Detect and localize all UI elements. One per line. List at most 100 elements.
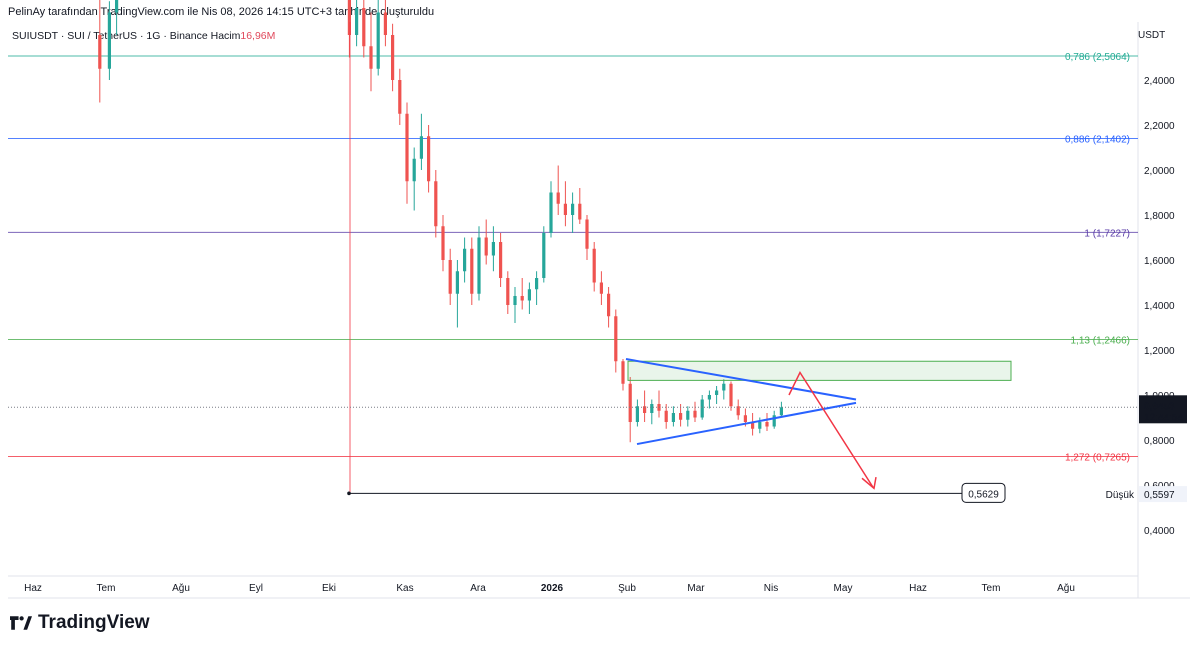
- candle-body: [563, 203, 567, 215]
- time-tick-label: Ara: [470, 583, 486, 594]
- candle: [664, 404, 668, 429]
- candle-body: [362, 8, 366, 47]
- time-tick-label: Haz: [909, 583, 927, 594]
- candle: [513, 287, 517, 323]
- candle: [398, 68, 402, 125]
- candle: [607, 287, 611, 328]
- candle: [355, 0, 359, 47]
- low-price-tag: [1139, 486, 1187, 503]
- candle: [506, 271, 510, 314]
- candle-body: [470, 248, 474, 294]
- time-tick-label: Ağu: [172, 583, 190, 594]
- time-tick-label: Eki: [322, 583, 336, 594]
- candle-body: [585, 219, 589, 249]
- time-tick-label: Nis: [764, 583, 778, 594]
- price-tick-label: 1,2000: [1144, 346, 1175, 357]
- candle: [391, 23, 395, 92]
- chart-created-note: PelinAy tarafından TradingView.com ile N…: [8, 6, 435, 18]
- candle-body: [556, 192, 560, 204]
- price-axis[interactable]: 2,4000 2,2000 2,0000 1,8000 1,6000 1,4000 1,20…: [1106, 76, 1187, 537]
- candle-body: [448, 260, 452, 294]
- candle-body: [722, 383, 726, 391]
- candle-body: [398, 80, 402, 114]
- candle-body: [484, 237, 488, 256]
- triangle-upper-trendline[interactable]: [625, 358, 857, 401]
- projection-arrow-head[interactable]: [861, 476, 877, 490]
- candle-body: [743, 415, 747, 422]
- time-tick-label: Tem: [982, 583, 1001, 594]
- candle: [412, 147, 416, 211]
- candle-body: [729, 383, 733, 407]
- candle-body: [607, 293, 611, 317]
- fib-level-label: 1 (1,7227): [1084, 228, 1130, 239]
- candle: [693, 401, 697, 422]
- resistance-zone[interactable]: [627, 360, 1012, 381]
- candle: [643, 390, 647, 422]
- tradingview-brand: TradingView: [38, 612, 150, 633]
- candle: [571, 192, 575, 233]
- candle-body: [679, 413, 683, 420]
- drawings[interactable]: 0,5629: [8, 22, 1138, 503]
- low-price-value: 0,5597: [1144, 490, 1175, 501]
- fibonacci-levels[interactable]: 0,786 (2,5064) 0,886 (2,1402) 1 (1,7227) 1,…: [8, 52, 1138, 464]
- candle: [107, 1, 111, 80]
- price-tick-label: 0,4000: [1144, 526, 1175, 537]
- candle: [779, 401, 783, 418]
- candle-body: [664, 410, 668, 422]
- fib-level-label: 1,13 (1,2466): [1071, 336, 1131, 347]
- candle-body: [542, 233, 546, 278]
- last-price-tag: [1139, 395, 1187, 424]
- candle-body: [599, 282, 603, 294]
- candle: [614, 309, 618, 373]
- candle-body: [765, 422, 769, 427]
- candle: [484, 219, 488, 265]
- candle-body: [419, 136, 423, 159]
- triangle-lower-trendline[interactable]: [636, 401, 857, 446]
- candle: [419, 113, 423, 170]
- candle-body: [715, 390, 719, 395]
- tradingview-logo-icon: [10, 616, 32, 630]
- candle: [772, 410, 776, 429]
- candle: [722, 379, 726, 400]
- price-tick-label: 0,8000: [1144, 436, 1175, 447]
- candle-body: [107, 12, 111, 69]
- candle-body: [405, 113, 409, 182]
- time-tick-label: 2026: [541, 583, 564, 594]
- candle-body: [347, 0, 351, 35]
- horizontal-ray-anchor[interactable]: [347, 491, 351, 496]
- candle-body: [427, 136, 431, 182]
- candle-body: [455, 271, 459, 294]
- candle: [765, 413, 769, 431]
- candle-body: [513, 296, 517, 305]
- projection-arrow[interactable]: [788, 370, 874, 488]
- candle: [427, 125, 431, 193]
- low-label: Düşük: [1106, 490, 1135, 501]
- candle: [441, 215, 445, 272]
- candle-body: [592, 248, 596, 283]
- candle-body: [477, 237, 481, 294]
- candle: [455, 260, 459, 328]
- candle-body: [355, 8, 359, 35]
- time-tick-label: Şub: [618, 583, 636, 594]
- candle: [520, 278, 524, 310]
- candle-body: [621, 361, 625, 384]
- candle-body: [369, 46, 373, 69]
- time-axis[interactable]: Haz Tem Ağu Eyl Eki Kas Ara 2026 Şub Mar Nis May Haz…: [24, 583, 1075, 594]
- candle: [578, 188, 582, 224]
- candle-body: [491, 242, 495, 256]
- currency-label[interactable]: USDT: [1138, 30, 1166, 41]
- time-tick-label: Mar: [687, 583, 705, 594]
- candle: [657, 390, 661, 418]
- fib-level-label: 0,886 (2,1402): [1065, 134, 1130, 145]
- candle: [376, 0, 380, 76]
- candle-body: [643, 406, 647, 413]
- candle-body: [535, 278, 539, 290]
- time-tick-label: Kas: [396, 583, 413, 594]
- tradingview-logo[interactable]: TradingView: [10, 612, 150, 634]
- candle: [448, 248, 452, 305]
- candle: [628, 377, 632, 443]
- candle: [470, 237, 474, 305]
- price-tick-label: 2,0000: [1144, 166, 1175, 177]
- bar-countdown: 12:44:54: [1144, 412, 1183, 423]
